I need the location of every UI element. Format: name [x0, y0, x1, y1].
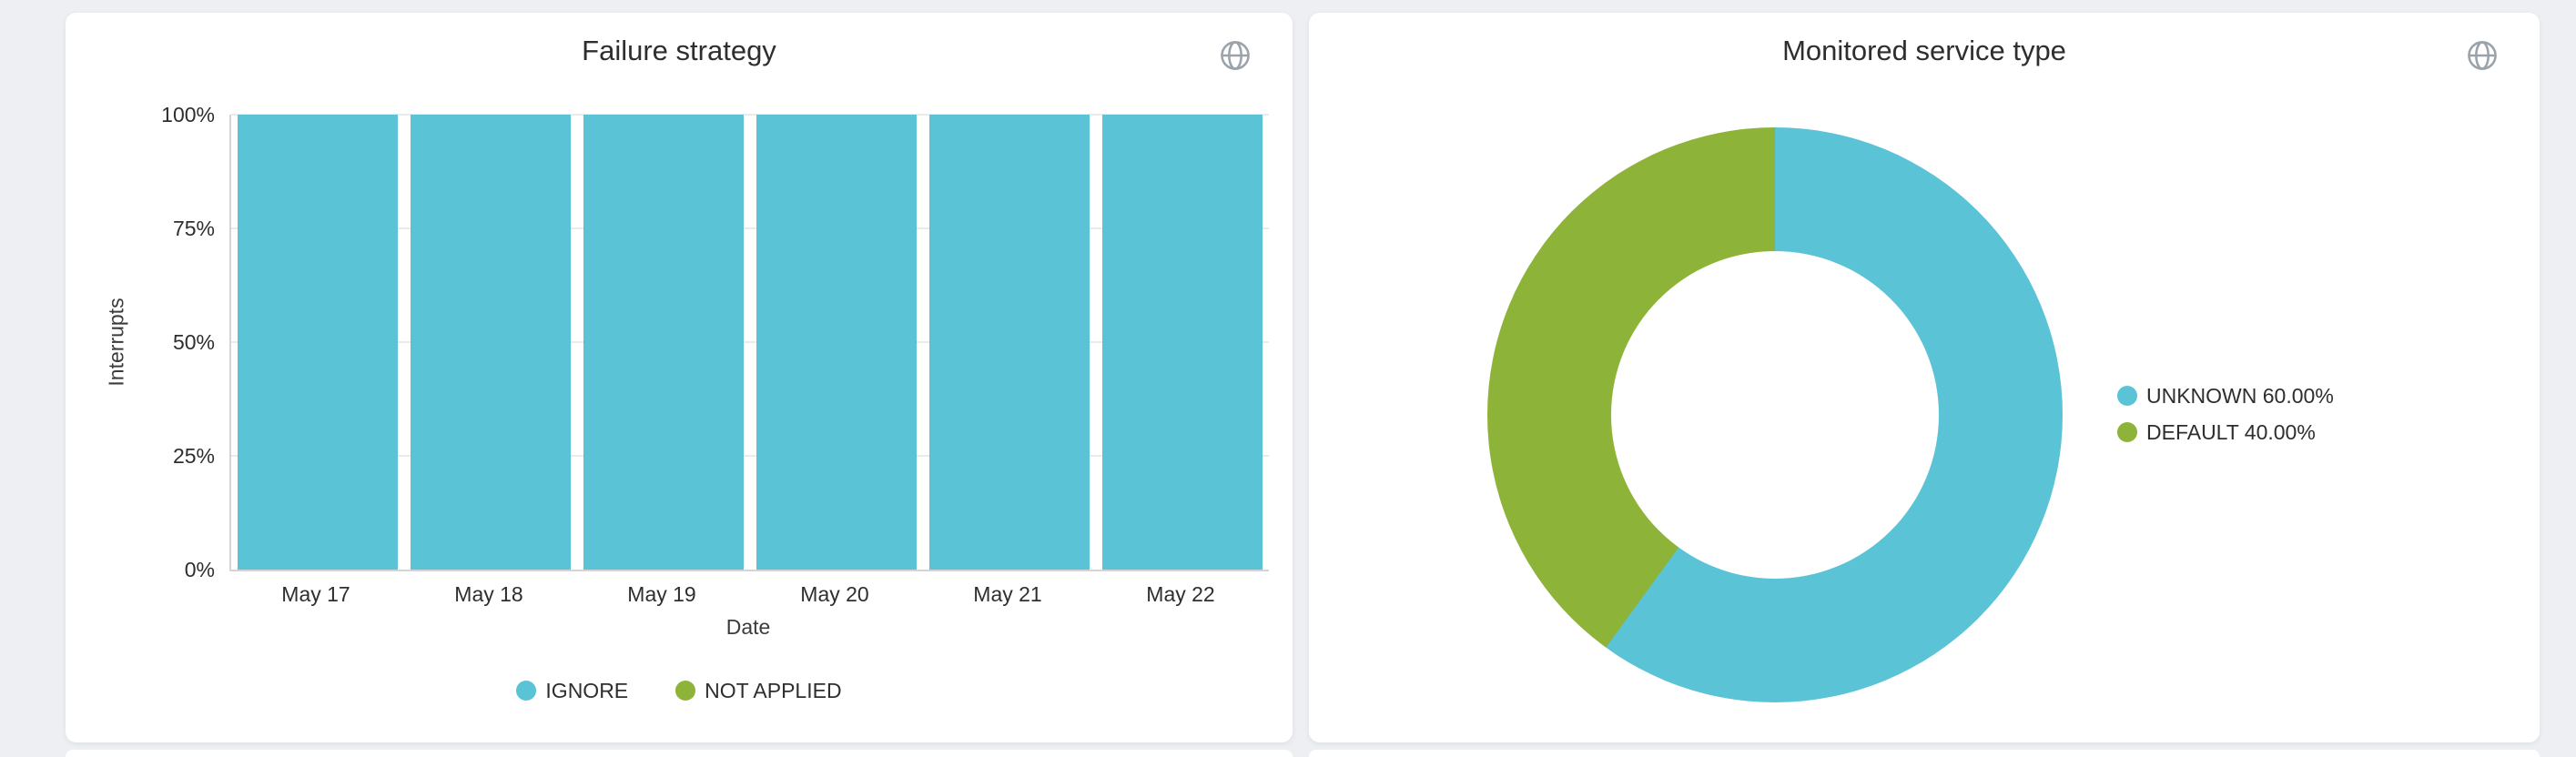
next-row-card-peek	[66, 750, 1293, 757]
bar-column-may-21	[923, 115, 1096, 570]
legend-label: DEFAULT 40.00%	[2146, 420, 2316, 444]
bar-segment-ignore[interactable]	[411, 115, 571, 570]
bar-gridlines	[231, 114, 1269, 570]
next-row-card-peek	[1309, 750, 2540, 757]
gridline	[231, 114, 1269, 116]
y-tick-label: 25%	[172, 444, 215, 468]
monitored-service-type-card: Monitored service type UNKNOWN 60.00% DEF…	[1309, 13, 2540, 742]
bar-column-may-19	[577, 115, 750, 570]
bar-segment-ignore[interactable]	[756, 115, 917, 570]
gridline	[231, 455, 1269, 457]
gridline	[231, 341, 1269, 343]
bar-segment-ignore[interactable]	[1102, 115, 1263, 570]
x-tick-label: May 18	[454, 582, 523, 606]
legend-dot	[2117, 422, 2137, 442]
legend-item-unknown[interactable]: UNKNOWN 60.00%	[2117, 384, 2334, 408]
x-tick-label: May 19	[627, 582, 696, 606]
x-tick-label: May 21	[973, 582, 1042, 606]
legend-dot	[516, 681, 537, 701]
legend-item-default[interactable]: DEFAULT 40.00%	[2117, 420, 2334, 444]
bar-plot-area	[229, 114, 1269, 571]
bar-column-may-17	[231, 115, 404, 570]
bar-segment-ignore[interactable]	[929, 115, 1090, 570]
y-tick-labels: 0% 25% 50% 75% 100%	[66, 103, 215, 581]
card-title-failure-strategy: Failure strategy	[582, 35, 776, 66]
legend-dot	[2117, 386, 2137, 406]
card-title-monitored-service-type: Monitored service type	[1782, 35, 2066, 66]
y-tick-label: 100%	[161, 103, 215, 126]
bar-column-may-20	[750, 115, 923, 570]
y-tick-label: 0%	[184, 558, 215, 581]
failure-strategy-card: Failure strategy Interrupts 0% 25% 50% 75% 1…	[66, 13, 1293, 742]
x-tick-label: May 17	[281, 582, 350, 606]
legend-label: NOT APPLIED	[705, 679, 842, 702]
y-tick-label: 75%	[172, 217, 215, 240]
bar-legend: IGNORE NOT APPLIED	[66, 679, 1293, 702]
pie-legend: UNKNOWN 60.00% DEFAULT 40.00%	[2117, 384, 2334, 444]
x-tick-label: May 22	[1146, 582, 1215, 606]
bar-segment-ignore[interactable]	[238, 115, 398, 570]
globe-icon[interactable]	[2465, 38, 2500, 73]
x-tick-label: May 20	[800, 582, 869, 606]
legend-dot	[675, 681, 696, 701]
bar-segment-ignore[interactable]	[583, 115, 744, 570]
x-tick-labels: May 17 May 18 May 19 May 20 May 21 May 22	[229, 582, 1267, 606]
legend-label: IGNORE	[545, 679, 629, 702]
bar-column-may-22	[1096, 115, 1269, 570]
legend-item-ignore[interactable]: IGNORE	[516, 679, 628, 702]
gridline	[231, 227, 1269, 229]
bar-column-may-18	[404, 115, 577, 570]
donut-hole	[1611, 251, 1939, 579]
legend-item-not-applied[interactable]: NOT APPLIED	[675, 679, 842, 702]
globe-icon[interactable]	[1218, 38, 1253, 73]
bar-series	[231, 115, 1269, 570]
y-tick-label: 50%	[172, 330, 215, 354]
legend-label: UNKNOWN 60.00%	[2146, 384, 2334, 408]
x-axis-title: Date	[725, 615, 771, 639]
